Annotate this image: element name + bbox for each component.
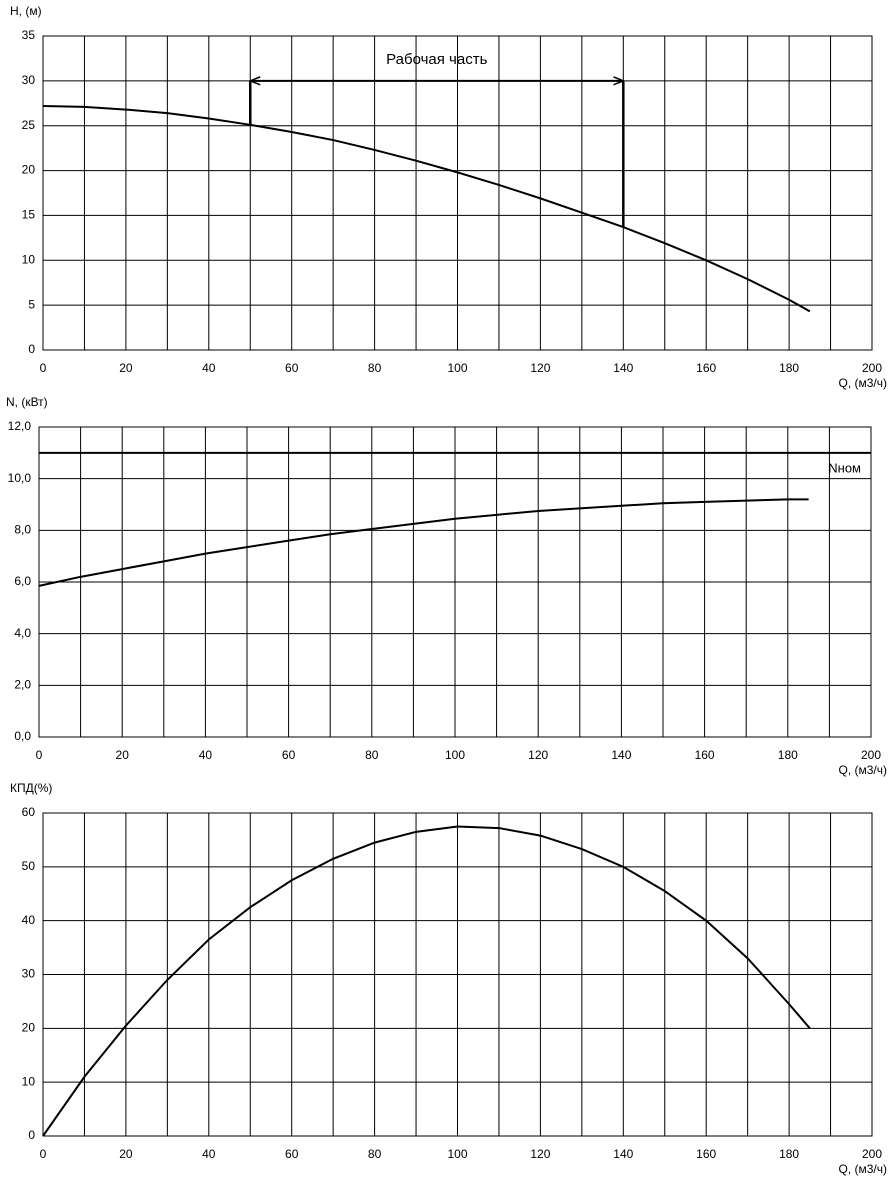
y-tick-label: 6,0 [14, 574, 31, 588]
y-tick-label: 25 [22, 118, 36, 132]
x-tick-label: 180 [779, 361, 799, 375]
y-tick-label: 0,0 [14, 729, 31, 743]
x-tick-label: 180 [778, 748, 798, 762]
y-tick-label: 20 [22, 163, 36, 177]
y-tick-label: 40 [22, 913, 36, 927]
x-tick-label: 120 [530, 1147, 550, 1161]
x-tick-label: 60 [282, 748, 296, 762]
x-tick-label: 160 [696, 361, 716, 375]
y-tick-label: 50 [22, 859, 36, 873]
x-tick-label: 40 [202, 361, 216, 375]
y-tick-label: 2,0 [14, 678, 31, 692]
x-tick-label: 0 [40, 1147, 47, 1161]
y-tick-label: 20 [22, 1021, 36, 1035]
x-tick-label: 160 [695, 748, 715, 762]
y-tick-label: 15 [22, 208, 36, 222]
x-tick-label: 180 [779, 1147, 799, 1161]
x-tick-label: 20 [116, 748, 130, 762]
x-tick-label: 100 [447, 1147, 467, 1161]
x-axis-label: Q, (м3/ч) [838, 1162, 887, 1176]
y-tick-label: 12,0 [8, 419, 32, 433]
y-tick-label: 30 [22, 73, 36, 87]
x-tick-label: 100 [445, 748, 465, 762]
plot-frame [38, 426, 872, 738]
x-tick-label: 40 [202, 1147, 216, 1161]
x-tick-label: 120 [530, 361, 550, 375]
x-tick-label: 40 [199, 748, 213, 762]
x-tick-label: 0 [40, 361, 47, 375]
x-tick-label: 140 [613, 1147, 633, 1161]
x-axis-label: Q, (м3/ч) [838, 763, 887, 777]
annotation-text: Рабочая часть [386, 51, 487, 68]
y-tick-label: 10,0 [8, 471, 32, 485]
y-tick-label: 60 [22, 805, 36, 819]
y-tick-label: 0 [28, 1128, 35, 1142]
x-tick-label: 60 [285, 361, 299, 375]
y-tick-label: 5 [28, 297, 35, 311]
x-axis-label: Q, (м3/ч) [838, 376, 887, 390]
x-tick-label: 120 [528, 748, 548, 762]
y-tick-label: 0 [28, 342, 35, 356]
x-tick-label: 140 [611, 748, 631, 762]
x-tick-label: 0 [36, 748, 43, 762]
x-tick-label: 80 [368, 1147, 382, 1161]
y-tick-label: 4,0 [14, 626, 31, 640]
y-axis-label: N, (кВт) [6, 395, 48, 409]
y-tick-label: 10 [22, 1074, 36, 1088]
y-axis-label: H, (м) [10, 4, 42, 18]
data-line [42, 104, 811, 313]
y-tick-label: 8,0 [14, 523, 31, 537]
data-line [38, 498, 809, 587]
reference-label: Nном [828, 460, 861, 475]
x-tick-label: 140 [613, 361, 633, 375]
y-tick-label: 35 [22, 28, 36, 42]
x-tick-label: 100 [447, 361, 467, 375]
x-tick-label: 200 [862, 1147, 882, 1161]
x-tick-label: 60 [285, 1147, 299, 1161]
plot-frame [42, 812, 873, 1137]
y-tick-label: 10 [22, 252, 36, 266]
x-tick-label: 160 [696, 1147, 716, 1161]
x-tick-label: 80 [365, 748, 379, 762]
x-tick-label: 200 [862, 361, 882, 375]
y-axis-label: КПД(%) [10, 781, 52, 795]
plot-frame [42, 35, 873, 351]
x-tick-label: 200 [861, 748, 881, 762]
x-tick-label: 80 [368, 361, 382, 375]
data-line [42, 825, 811, 1137]
y-tick-label: 30 [22, 967, 36, 981]
x-tick-label: 20 [119, 1147, 133, 1161]
x-tick-label: 20 [119, 361, 133, 375]
